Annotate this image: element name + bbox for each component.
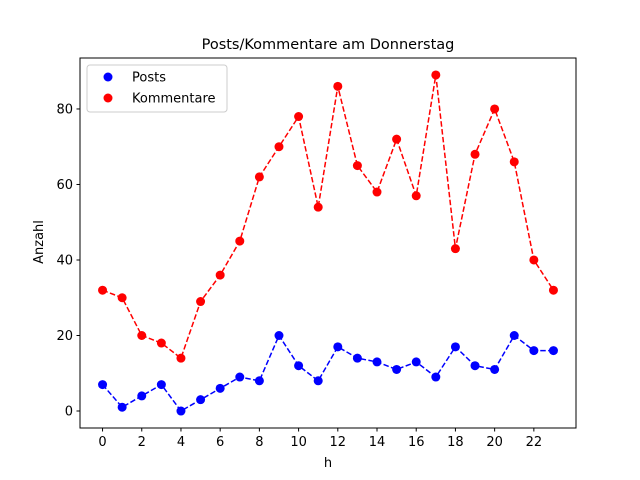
data-point-kommentare — [137, 331, 147, 340]
x-tick-label: 10 — [290, 435, 307, 450]
legend-label-posts: Posts — [132, 71, 166, 86]
x-tick-label: 18 — [447, 435, 464, 450]
data-point-posts — [137, 391, 147, 401]
data-point-posts — [254, 376, 264, 386]
data-point-posts — [196, 395, 206, 405]
data-point-posts — [470, 361, 480, 371]
x-tick-label: 12 — [330, 435, 347, 450]
y-axis-label: Anzahl — [32, 220, 47, 264]
data-point-posts — [117, 402, 127, 412]
data-point-posts — [411, 357, 421, 367]
data-point-posts — [313, 376, 323, 386]
data-point-kommentare — [98, 285, 108, 295]
data-point-kommentare — [490, 104, 500, 114]
x-tick-label: 6 — [216, 435, 224, 450]
data-point-kommentare — [215, 270, 225, 280]
legend: Posts Kommentare — [86, 64, 228, 113]
data-point-kommentare — [333, 81, 343, 91]
data-point-kommentare — [294, 112, 304, 122]
x-tick-label: 20 — [486, 435, 503, 450]
data-point-posts — [450, 342, 460, 352]
data-point-posts — [333, 342, 343, 352]
data-point-posts — [431, 372, 441, 382]
data-point-posts — [176, 406, 186, 416]
y-tick-label: 40 — [56, 253, 73, 268]
data-point-posts — [235, 372, 245, 382]
x-tick-label: 2 — [138, 435, 146, 450]
legend-marker-posts — [103, 72, 113, 82]
data-point-posts — [352, 353, 362, 363]
data-point-kommentare — [254, 172, 264, 182]
x-tick-label: 14 — [369, 435, 386, 450]
data-point-kommentare — [196, 297, 206, 307]
data-point-kommentare — [411, 191, 421, 201]
data-point-kommentare — [529, 255, 539, 265]
axes: 0 2 4 6 8 10 12 14 16 18 20 22 0 20 40 60 80 — [56, 57, 577, 450]
data-point-kommentare — [372, 187, 382, 197]
data-point-kommentare — [509, 157, 519, 167]
data-point-kommentare — [470, 149, 480, 159]
data-point-posts — [509, 331, 519, 340]
data-point-posts — [392, 364, 402, 374]
x-tick-label: 16 — [408, 435, 425, 450]
data-point-posts — [490, 364, 500, 374]
data-point-kommentare — [450, 244, 460, 254]
data-point-posts — [98, 380, 108, 390]
data-point-kommentare — [392, 134, 402, 144]
y-tick-label: 80 — [56, 102, 73, 117]
legend-box — [86, 64, 228, 113]
data-point-posts — [215, 383, 225, 393]
legend-label-kommentare: Kommentare — [132, 92, 216, 107]
data-point-kommentare — [235, 236, 245, 246]
x-tick-label: 0 — [98, 435, 106, 450]
data-point-posts — [372, 357, 382, 367]
data-point-posts — [274, 331, 284, 340]
data-point-kommentare — [274, 142, 284, 152]
data-point-posts — [548, 346, 558, 356]
x-tick-label: 22 — [526, 435, 543, 450]
plot-area — [98, 70, 558, 416]
legend-marker-kommentare — [103, 93, 113, 103]
data-point-kommentare — [548, 285, 558, 295]
data-point-kommentare — [117, 293, 127, 303]
x-tick-label: 8 — [255, 435, 263, 450]
data-point-kommentare — [431, 70, 441, 80]
data-point-kommentare — [156, 338, 166, 348]
y-tick-label: 0 — [65, 405, 73, 420]
data-point-posts — [294, 361, 304, 371]
plot-frame — [79, 57, 577, 429]
series-line-posts — [101, 333, 554, 412]
x-tick-label: 4 — [177, 435, 185, 450]
data-point-posts — [156, 380, 166, 390]
data-point-kommentare — [176, 353, 186, 363]
data-point-kommentare — [352, 161, 362, 171]
data-point-posts — [529, 346, 539, 356]
y-tick-label: 20 — [56, 329, 73, 344]
y-tick-label: 60 — [56, 178, 73, 193]
chart-title: Posts/Kommentare am Donnerstag — [202, 37, 455, 53]
data-point-kommentare — [313, 202, 323, 212]
x-axis-label: h — [324, 456, 332, 471]
